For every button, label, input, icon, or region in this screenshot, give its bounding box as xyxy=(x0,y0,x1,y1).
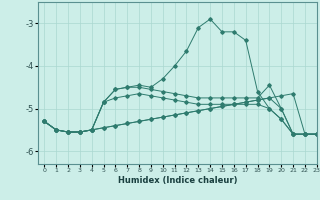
X-axis label: Humidex (Indice chaleur): Humidex (Indice chaleur) xyxy=(118,176,237,185)
